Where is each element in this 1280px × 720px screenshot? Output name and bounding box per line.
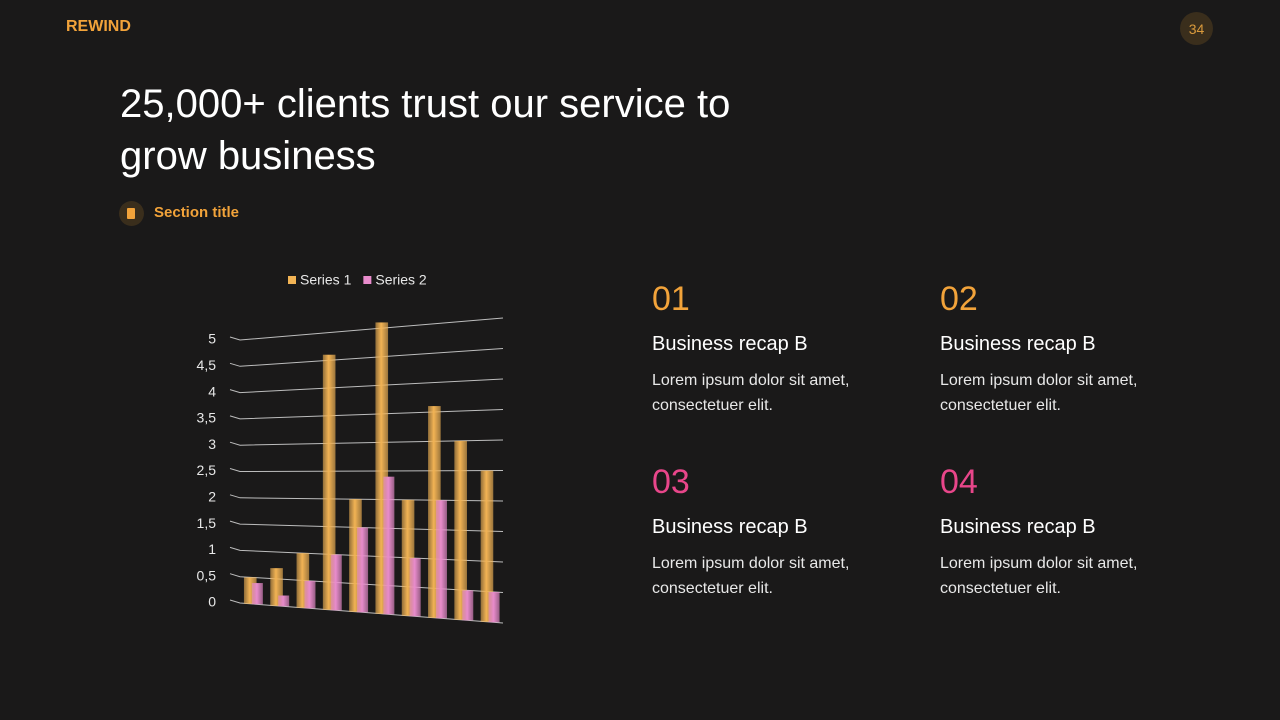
y-tick-label: 2,5 [197,462,217,478]
bar [462,590,474,621]
bar [480,470,494,622]
card-body: Lorem ipsum dolor sit amet, consectetuer… [652,555,850,597]
card-number: 01 [652,280,690,318]
grid-line [229,520,504,532]
card-body: Lorem ipsum dolor sit amet, consectetuer… [940,372,1138,414]
card-body: Lorem ipsum dolor sit amet, consectetuer… [940,555,1138,597]
grid-line [229,378,504,394]
legend-label: Series 1 [300,272,352,288]
card: 04 Business recap B Lorem ipsum dolor si… [940,463,1180,601]
card-heading: Business recap B [652,333,808,355]
grid-line [229,409,504,420]
bar [304,580,316,609]
bar [435,500,447,619]
y-tick-label: 1,5 [197,515,217,531]
card-number: 02 [940,280,978,318]
card-number: 03 [652,463,690,501]
bar [357,527,369,613]
grid-line [229,468,504,473]
page-number: 34 [1180,12,1213,45]
bar [322,354,336,610]
chart: 0 0,5 1 1,5 2 2,5 3 3,5 4 4,5 5 Series 1 Series 2 [197,272,504,624]
card-heading: Business recap B [940,516,1096,538]
y-tick-label: 3 [208,436,216,452]
card: 03 Business recap B Lorem ipsum dolor si… [652,463,892,601]
brand: REWIND [66,18,131,35]
section-icon [119,201,144,226]
bar [278,595,290,607]
section-title: Section title [154,204,240,221]
grid-line [229,494,504,502]
card: 02 Business recap B Lorem ipsum dolor si… [940,280,1180,418]
bar [454,440,467,620]
y-tick-label: 2 [208,489,216,505]
title: 25,000+ clients trust our service to gro… [120,82,731,178]
grid-line [229,317,504,341]
grid-line [229,348,504,367]
bar [383,476,395,615]
y-tick-label: 0,5 [197,567,217,583]
card-heading: Business recap B [940,333,1096,355]
y-tick-label: 5 [208,331,216,347]
bar [330,554,342,611]
y-tick-label: 0 [208,594,216,610]
card-heading: Business recap B [652,516,808,538]
y-tick-label: 3,5 [197,410,217,426]
y-tick-label: 4,5 [197,357,217,373]
y-tick-label: 1 [208,541,216,557]
card-number: 04 [940,463,978,501]
grid-line [229,599,504,624]
legend-swatch [363,276,372,284]
legend-label: Series 2 [375,272,427,288]
bar [488,591,500,623]
bar [251,583,263,605]
y-tick-label: 4 [208,383,216,399]
bar [409,558,421,617]
legend-swatch [288,276,296,284]
card: 01 Business recap B Lorem ipsum dolor si… [652,280,892,418]
grid-line [229,439,504,446]
card-body: Lorem ipsum dolor sit amet, consectetuer… [652,372,850,414]
